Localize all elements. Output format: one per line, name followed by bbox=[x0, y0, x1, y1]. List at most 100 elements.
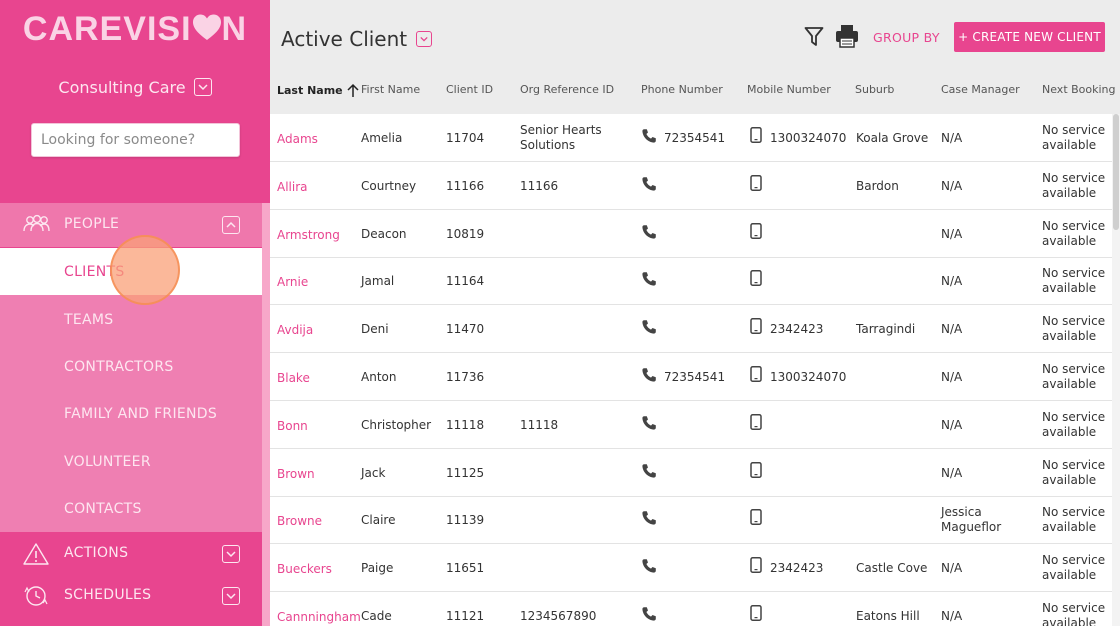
cell-suburb: Bardon bbox=[856, 178, 899, 193]
create-new-client-button[interactable]: + CREATE NEW CLIENT bbox=[954, 22, 1105, 52]
column-header-case-manager[interactable]: Case Manager bbox=[941, 83, 1020, 96]
phone-icon[interactable] bbox=[641, 176, 657, 192]
cell-org-reference-id: 11118 bbox=[520, 417, 559, 432]
table-row[interactable]: Brown Jack 11125 N/A No service available bbox=[270, 449, 1112, 497]
phone-icon[interactable] bbox=[641, 558, 657, 574]
table-row[interactable]: Browne Claire 11139 Jessica Magueflor No ser… bbox=[270, 496, 1112, 545]
table-row[interactable]: Adams Amelia 11704 Senior Hearts Solutions 7… bbox=[270, 114, 1112, 162]
mobile-phone-icon[interactable] bbox=[750, 413, 762, 430]
main-content: Active Client GROUP BY + CREATE NEW CLIE… bbox=[270, 0, 1120, 626]
filter-icon[interactable] bbox=[804, 26, 824, 48]
cell-last-name[interactable]: Browne bbox=[277, 514, 323, 529]
column-header-client-id[interactable]: Client ID bbox=[446, 83, 494, 96]
chevron-down-icon[interactable] bbox=[222, 545, 240, 563]
sidebar-item-teams[interactable]: TEAMS bbox=[0, 296, 262, 343]
column-header-suburb[interactable]: Suburb bbox=[855, 83, 895, 96]
cell-client-id: 10819 bbox=[446, 226, 485, 241]
table-row[interactable]: Bonn Christopher 11118 11118 N/A No service a… bbox=[270, 401, 1112, 449]
mobile-phone-icon[interactable] bbox=[750, 461, 762, 478]
chevron-up-icon[interactable] bbox=[222, 216, 240, 234]
chevron-down-icon[interactable] bbox=[193, 78, 212, 96]
table-scrollbar[interactable] bbox=[1112, 114, 1120, 626]
phone-icon[interactable] bbox=[641, 606, 657, 622]
cell-last-name[interactable]: Brown bbox=[277, 466, 315, 481]
phone-icon[interactable] bbox=[641, 271, 657, 287]
phone-icon[interactable] bbox=[641, 224, 657, 240]
cell-case-manager: N/A bbox=[941, 465, 963, 480]
cell-client-id: 11470 bbox=[446, 322, 485, 337]
mobile-phone-icon[interactable] bbox=[750, 605, 762, 621]
table-row[interactable]: Armstrong Deacon 10819 N/A No service availa… bbox=[270, 210, 1112, 258]
phone-icon[interactable] bbox=[641, 415, 657, 431]
cell-next-booking: No service available bbox=[1042, 362, 1106, 391]
table-row[interactable]: Bueckers Paige 11651 2342423 Castle Cove N/A N… bbox=[270, 544, 1112, 593]
mobile-phone-icon[interactable] bbox=[750, 366, 762, 382]
cell-org-reference-id: 1234567890 bbox=[520, 609, 597, 623]
table-row[interactable]: Arnie Jamal 11164 N/A No service available bbox=[270, 257, 1112, 306]
cell-case-manager: N/A bbox=[941, 178, 963, 193]
cell-case-manager: N/A bbox=[941, 131, 963, 145]
phone-icon[interactable] bbox=[641, 367, 657, 383]
mobile-phone-icon[interactable] bbox=[750, 557, 762, 574]
cell-client-id: 11651 bbox=[446, 561, 485, 576]
column-header-last-name[interactable]: Last Name bbox=[277, 83, 360, 98]
column-header-next-booking[interactable]: Next Booking bbox=[1042, 83, 1116, 96]
cell-client-id: 11121 bbox=[446, 609, 485, 623]
search-input[interactable] bbox=[31, 123, 240, 157]
table-row[interactable]: Cannningham Cade 11121 1234567890 Eatons Hil… bbox=[270, 592, 1112, 626]
cell-mobile-number: 2342423 bbox=[770, 322, 824, 337]
phone-icon[interactable] bbox=[641, 510, 657, 526]
cell-mobile-number: 1300324070 bbox=[770, 131, 847, 145]
carevision-logo[interactable]: CAREVISI N bbox=[0, 10, 270, 49]
mobile-phone-icon[interactable] bbox=[750, 318, 762, 335]
mobile-phone-icon[interactable] bbox=[750, 270, 762, 287]
phone-icon[interactable] bbox=[641, 463, 657, 479]
mobile-phone-icon[interactable] bbox=[750, 127, 762, 143]
nav-section-actions[interactable]: ACTIONS bbox=[0, 532, 262, 576]
chevron-down-icon[interactable] bbox=[222, 587, 240, 605]
cell-next-booking: No service available bbox=[1042, 170, 1106, 200]
sidebar-item-family-and-friends[interactable]: FAMILY AND FRIENDS bbox=[0, 390, 262, 437]
cell-mobile-number: 2342423 bbox=[770, 561, 824, 576]
cell-last-name[interactable]: Armstrong bbox=[277, 227, 340, 242]
cell-last-name[interactable]: Cannningham bbox=[277, 610, 361, 624]
cell-client-id: 11736 bbox=[446, 370, 485, 384]
chevron-down-icon[interactable] bbox=[416, 31, 432, 47]
column-header-org-reference-id[interactable]: Org Reference ID bbox=[520, 83, 615, 96]
nav-section-schedules[interactable]: SCHEDULES bbox=[0, 574, 262, 618]
table-row[interactable]: Avdija Deni 11470 2342423 Tarragindi N/A No se… bbox=[270, 305, 1112, 354]
cell-last-name[interactable]: Arnie bbox=[277, 275, 309, 290]
org-selector[interactable]: Consulting Care bbox=[0, 78, 270, 97]
group-by-button[interactable]: GROUP BY bbox=[873, 30, 940, 45]
cell-client-id: 11125 bbox=[446, 465, 485, 480]
mobile-phone-icon[interactable] bbox=[750, 222, 762, 239]
column-header-first-name[interactable]: First Name bbox=[361, 83, 421, 96]
cell-last-name[interactable]: Adams bbox=[277, 132, 318, 146]
cell-last-name[interactable]: Avdija bbox=[277, 323, 314, 338]
cell-next-booking: No service available bbox=[1042, 409, 1106, 439]
cell-last-name[interactable]: Bonn bbox=[277, 418, 308, 433]
table-row[interactable]: Allira Courtney 11166 11166 Bardon N/A No serv… bbox=[270, 162, 1112, 210]
printer-icon[interactable] bbox=[835, 24, 859, 48]
cell-last-name[interactable]: Bueckers bbox=[277, 562, 332, 577]
column-header-mobile-number[interactable]: Mobile Number bbox=[747, 83, 831, 96]
phone-icon[interactable] bbox=[641, 128, 657, 144]
scrollbar-thumb[interactable] bbox=[1113, 114, 1119, 230]
cell-case-manager: N/A bbox=[941, 274, 963, 289]
cell-last-name[interactable]: Blake bbox=[277, 371, 310, 385]
phone-icon[interactable] bbox=[641, 319, 657, 335]
column-header-phone-number[interactable]: Phone Number bbox=[641, 83, 723, 96]
column-label: Last Name bbox=[277, 84, 343, 97]
cell-first-name: Claire bbox=[361, 513, 396, 528]
cell-last-name[interactable]: Allira bbox=[277, 179, 308, 194]
sort-arrow-up-icon[interactable] bbox=[346, 83, 360, 98]
mobile-phone-icon[interactable] bbox=[750, 174, 762, 191]
table-row[interactable]: Blake Anton 11736 72354541 1300324070 N/A No s… bbox=[270, 353, 1112, 401]
sidebar-item-volunteer[interactable]: VOLUNTEER bbox=[0, 438, 262, 485]
sidebar-item-contacts[interactable]: CONTACTS bbox=[0, 485, 262, 532]
nav-section-label: SCHEDULES bbox=[64, 587, 152, 603]
sidebar-item-contractors[interactable]: CONTRACTORS bbox=[0, 343, 262, 390]
sidebar-scrollbar[interactable] bbox=[262, 203, 270, 626]
sidebar-item-label: FAMILY AND FRIENDS bbox=[64, 406, 218, 422]
mobile-phone-icon[interactable] bbox=[750, 509, 762, 526]
